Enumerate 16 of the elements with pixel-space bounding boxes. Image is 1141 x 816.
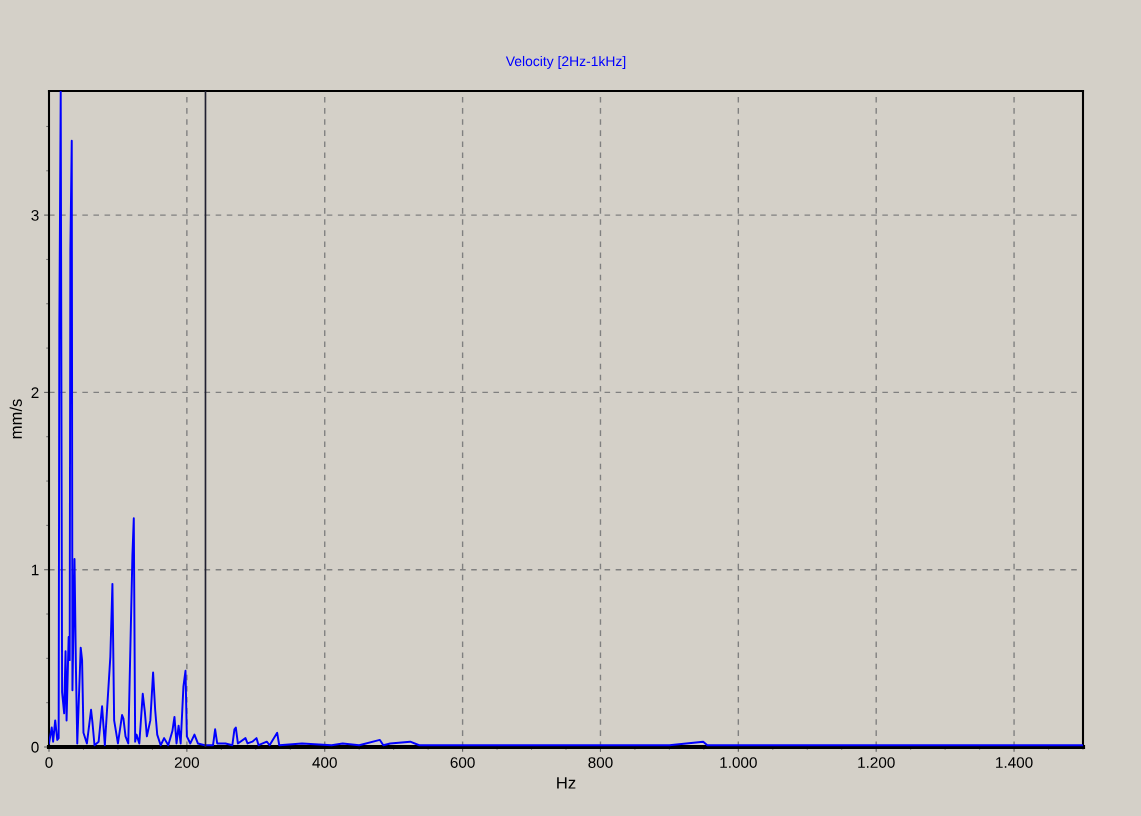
x-tick-label: 1.400: [996, 757, 1033, 768]
y-tick-label: 3: [31, 209, 39, 221]
x-tick-label: 1.200: [858, 757, 895, 768]
chart-title: Velocity [2Hz-1kHz]: [505, 55, 626, 69]
x-tick-label: 600: [450, 757, 475, 768]
y-axis-title: mm/s: [9, 399, 22, 439]
x-axis-title: Hz: [557, 777, 576, 789]
y-tick-label: 1: [31, 564, 39, 576]
x-tick-label: 400: [312, 757, 337, 768]
y-tick-label: 0: [31, 741, 39, 753]
line-series: [49, 91, 1083, 747]
x-tick-label: 1.000: [720, 757, 757, 768]
x-tick-label: 0: [45, 757, 53, 768]
y-tick-label: 2: [31, 387, 39, 398]
x-tick-label: 200: [174, 757, 200, 768]
x-tick-label: 800: [588, 757, 613, 768]
